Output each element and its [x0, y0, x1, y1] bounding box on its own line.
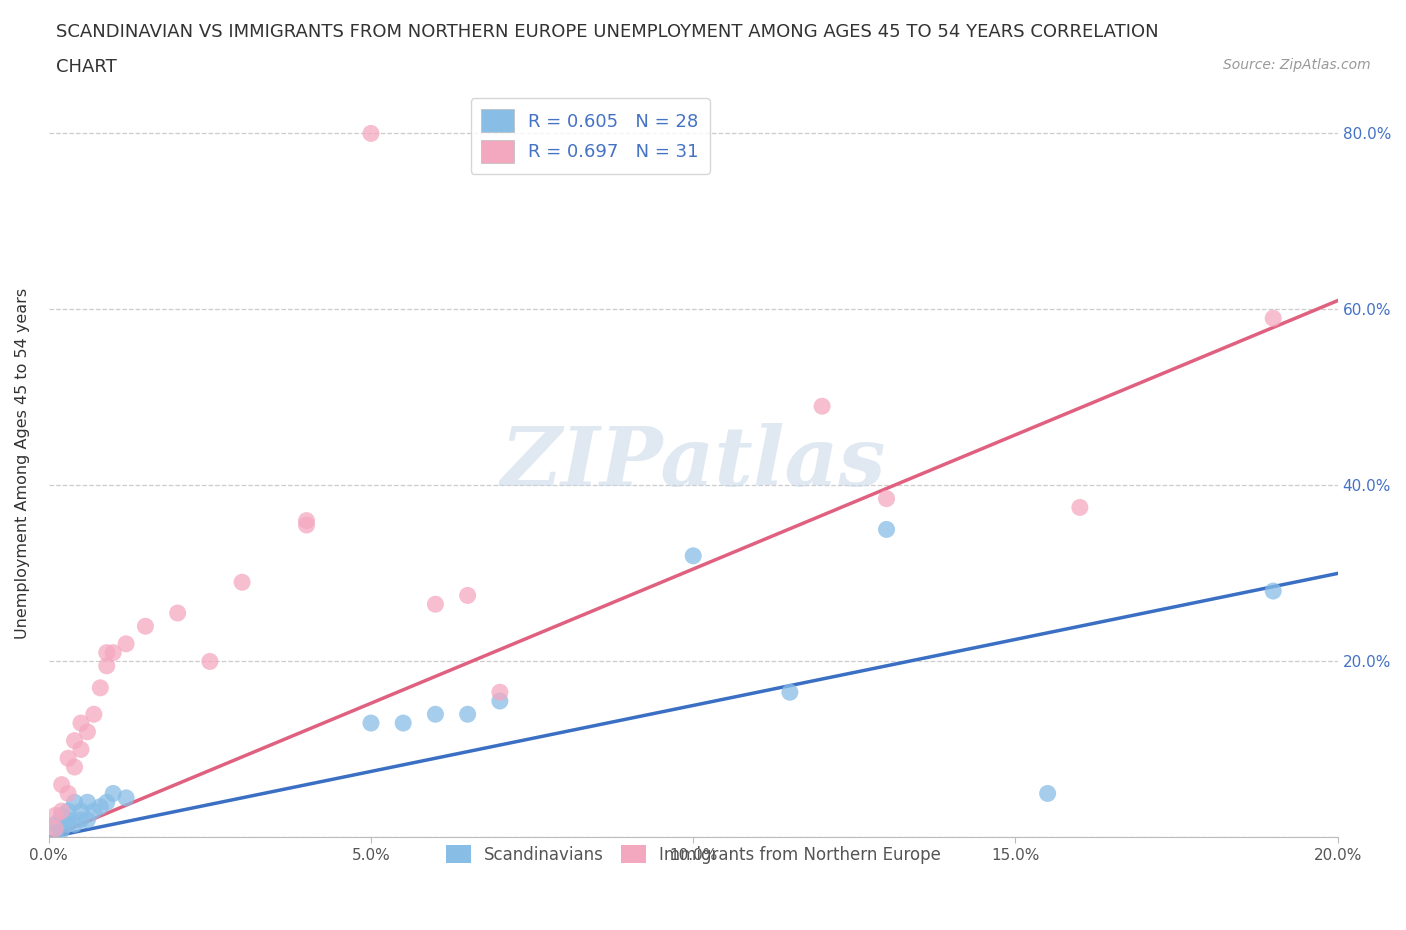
Point: [70, 813, 93, 828]
Point: [103, 645, 125, 660]
Point: [457, 588, 479, 603]
Point: [51, 777, 73, 792]
Point: [489, 684, 512, 699]
Point: [63, 795, 86, 810]
Point: [70, 804, 93, 818]
Point: [83, 804, 105, 818]
Text: ZIPatlas: ZIPatlas: [501, 423, 886, 503]
Point: [198, 654, 221, 669]
Point: [457, 707, 479, 722]
Text: Source: ZipAtlas.com: Source: ZipAtlas.com: [1223, 58, 1371, 72]
Point: [76, 795, 98, 810]
Point: [51, 808, 73, 823]
Point: [76, 724, 98, 739]
Point: [295, 518, 318, 533]
Point: [876, 522, 898, 537]
Point: [51, 804, 73, 818]
Text: SCANDINAVIAN VS IMMIGRANTS FROM NORTHERN EUROPE UNEMPLOYMENT AMONG AGES 45 TO 54: SCANDINAVIAN VS IMMIGRANTS FROM NORTHERN…: [56, 23, 1159, 41]
Point: [876, 491, 898, 506]
Point: [56, 786, 79, 801]
Point: [96, 658, 118, 673]
Point: [295, 513, 318, 528]
Point: [44, 808, 66, 823]
Y-axis label: Unemployment Among Ages 45 to 54 years: Unemployment Among Ages 45 to 54 years: [15, 288, 30, 639]
Point: [56, 804, 79, 818]
Point: [96, 645, 118, 660]
Point: [360, 715, 382, 730]
Point: [89, 799, 111, 814]
Point: [1069, 500, 1091, 515]
Point: [134, 618, 156, 633]
Point: [44, 826, 66, 841]
Point: [63, 733, 86, 748]
Point: [115, 636, 138, 651]
Point: [83, 707, 105, 722]
Point: [1263, 311, 1285, 325]
Point: [811, 399, 834, 414]
Point: [1036, 786, 1059, 801]
Point: [76, 813, 98, 828]
Point: [70, 715, 93, 730]
Point: [63, 817, 86, 831]
Point: [56, 817, 79, 831]
Legend: Scandinavians, Immigrants from Northern Europe: Scandinavians, Immigrants from Northern …: [439, 839, 948, 870]
Point: [44, 821, 66, 836]
Point: [682, 549, 704, 564]
Point: [779, 684, 801, 699]
Point: [103, 786, 125, 801]
Point: [51, 823, 73, 838]
Point: [63, 760, 86, 775]
Point: [70, 742, 93, 757]
Point: [115, 790, 138, 805]
Point: [96, 795, 118, 810]
Point: [56, 813, 79, 828]
Text: CHART: CHART: [56, 58, 117, 75]
Point: [56, 751, 79, 765]
Point: [44, 817, 66, 831]
Point: [489, 694, 512, 709]
Point: [425, 707, 447, 722]
Point: [166, 605, 188, 620]
Point: [1263, 584, 1285, 599]
Point: [89, 681, 111, 696]
Point: [392, 715, 415, 730]
Point: [425, 597, 447, 612]
Point: [231, 575, 253, 590]
Point: [360, 126, 382, 140]
